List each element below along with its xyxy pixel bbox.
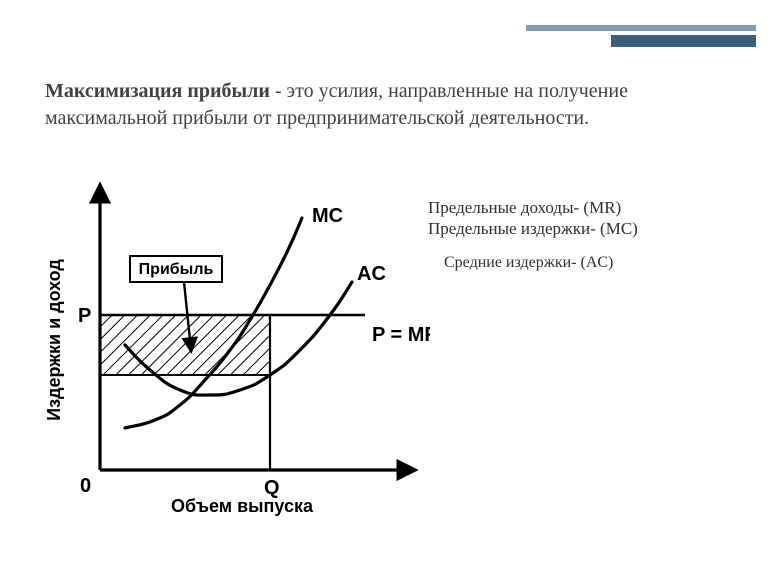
definition-term: Максимизация прибыли [45,80,270,102]
definition-paragraph: Максимизация прибыли - это усилия, напра… [45,78,705,132]
x-axis-label: Объем выпуска [171,496,314,516]
label-ac: AC [357,263,386,285]
label-origin: 0 [80,475,91,497]
label-p: P [78,305,91,327]
legend-mc: Предельные издержки- (MC) [428,218,698,239]
legend-ac: Средние издержки- (AC) [444,253,698,273]
header-accent [526,25,756,47]
profit-chart: ПрибыльMCACP = MRPQ0Объем выпускаИздержк… [30,180,430,520]
legend-mr: Предельные доходы- (MR) [428,197,698,218]
header-accent-bar-top [526,25,756,31]
chart-svg: ПрибыльMCACP = MRPQ0Объем выпускаИздержк… [30,180,430,520]
header-accent-bar-bottom [611,35,756,47]
legend-block: Предельные доходы- (MR) Предельные издер… [428,197,698,273]
y-axis-label: Издержки и доход [44,259,64,421]
label-mc: MC [312,205,343,227]
profit-label-text: Прибыль [139,261,214,278]
label-pmr: P = MR [372,324,430,346]
